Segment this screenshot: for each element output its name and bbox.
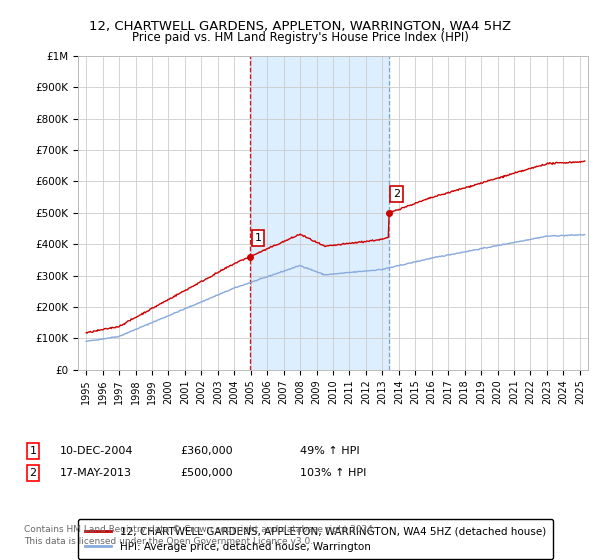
Legend: 12, CHARTWELL GARDENS, APPLETON, WARRINGTON, WA4 5HZ (detached house), HPI: Aver: 12, CHARTWELL GARDENS, APPLETON, WARRING… [78,519,553,559]
Bar [250,56,389,370]
Text: 17-MAY-2013: 17-MAY-2013 [60,468,132,478]
Text: 103% ↑ HPI: 103% ↑ HPI [300,468,367,478]
Text: Price paid vs. HM Land Registry's House Price Index (HPI): Price paid vs. HM Land Registry's House … [131,31,469,44]
Text: £500,000: £500,000 [180,468,233,478]
Text: 12, CHARTWELL GARDENS, APPLETON, WARRINGTON, WA4 5HZ: 12, CHARTWELL GARDENS, APPLETON, WARRING… [89,20,511,32]
Text: 10-DEC-2004: 10-DEC-2004 [60,446,133,456]
Text: £360,000: £360,000 [180,446,233,456]
Text: 1: 1 [254,233,262,243]
Text: 2: 2 [393,189,400,199]
Text: 49% ↑ HPI: 49% ↑ HPI [300,446,359,456]
Text: 1: 1 [29,446,37,456]
Text: 2: 2 [29,468,37,478]
Text: Contains HM Land Registry data © Crown copyright and database right 2024.
This d: Contains HM Land Registry data © Crown c… [24,525,376,546]
